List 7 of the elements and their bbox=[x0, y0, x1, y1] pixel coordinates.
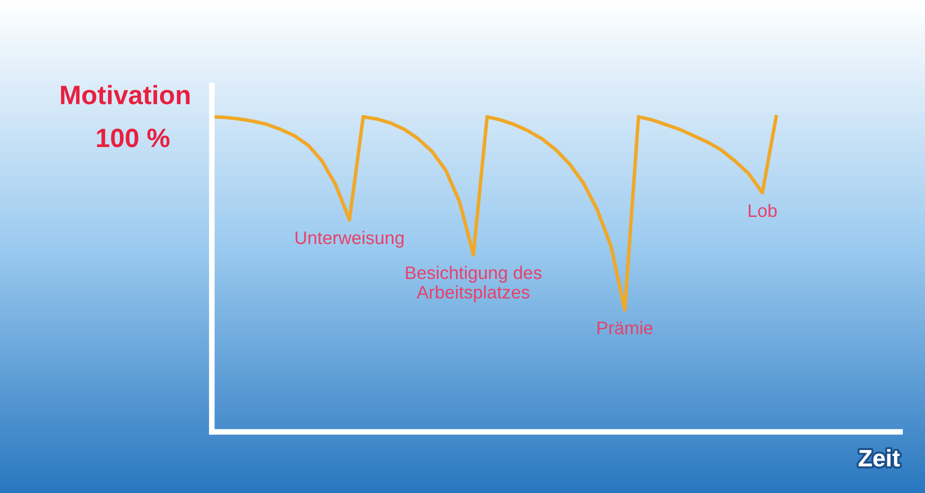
x-axis-title: Zeit bbox=[858, 449, 900, 467]
annotation: Besichtigung des Arbeitsplatzes bbox=[406, 266, 542, 302]
text: 100 % bbox=[97, 128, 170, 148]
annotation: Lob bbox=[748, 204, 777, 218]
annotation: Prämie bbox=[598, 321, 653, 334]
y-axis-title: Motivation bbox=[61, 84, 190, 104]
annotation: Unterweisung bbox=[296, 230, 404, 248]
